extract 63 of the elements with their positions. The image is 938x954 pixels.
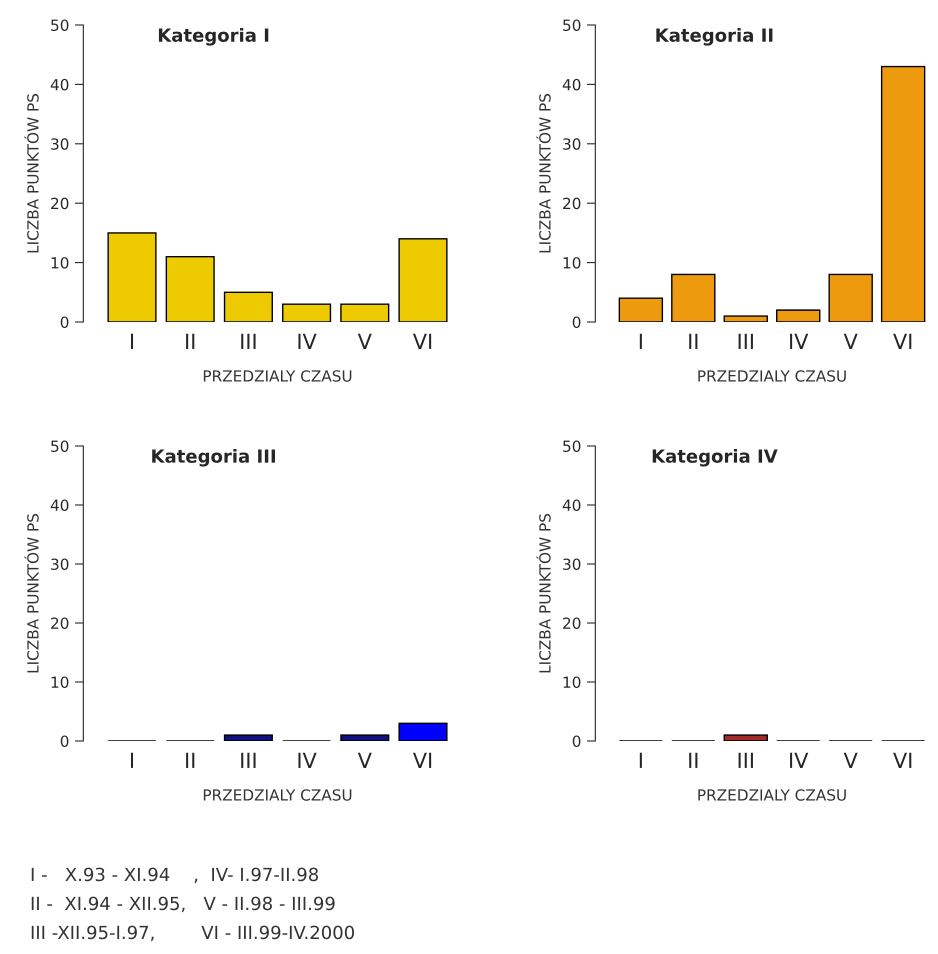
x-tick-label: III	[241, 752, 256, 768]
y-axis-title: LICZBA PUNKTÓW PS	[536, 514, 551, 672]
x-tick-label: VI	[893, 334, 912, 349]
x-axis-title: PRZEDZIALY CZASU	[698, 789, 846, 801]
y-tick-label: 50	[563, 440, 580, 452]
y-tick-label: 20	[563, 198, 580, 210]
x-tick-label: IV	[298, 752, 317, 768]
x-tick-label: II	[186, 752, 194, 768]
y-tick-label: 0	[572, 316, 580, 328]
x-tick-label: III	[738, 752, 753, 768]
y-tick-label: 0	[572, 735, 580, 748]
chart-title: Kategoria IV	[652, 448, 778, 467]
y-axis-title: LICZBA PUNKTÓW PS	[536, 94, 551, 252]
x-tick-label: III	[738, 334, 753, 349]
text: I - X.93 - XI.94 , IV- I.97-II.98	[32, 868, 318, 884]
x-tick-label: IV	[298, 334, 317, 349]
y-tick-label: 40	[562, 78, 580, 90]
x-tick-label: II	[689, 334, 698, 349]
x-tick-label: V	[358, 334, 372, 349]
y-tick-label: 50	[51, 19, 68, 32]
x-tick-label: III	[241, 334, 256, 349]
x-tick-label: I	[130, 334, 134, 349]
x-axis-title: PRZEDZIALY CZASU	[698, 370, 846, 382]
x-tick-label: VI	[412, 334, 432, 349]
y-tick-label: 10	[564, 257, 580, 269]
y-tick-label: 10	[52, 257, 68, 269]
x-tick-label: II	[186, 334, 194, 349]
x-tick-label: IV	[790, 334, 808, 349]
x-tick-label: I	[640, 334, 642, 349]
y-tick-label: 30	[563, 558, 580, 570]
x-tick-label: VI	[412, 752, 432, 768]
y-axis-title: LICZBA PUNKTÓW PS	[24, 94, 39, 252]
y-tick-label: 20	[51, 617, 68, 630]
y-tick-label: 40	[50, 499, 68, 512]
x-axis-title: PRZEDZIALY CZASU	[204, 370, 352, 382]
x-tick-label: V	[844, 752, 858, 768]
x-tick-label: V	[844, 334, 858, 349]
x-tick-label: VI	[893, 752, 912, 768]
y-tick-label: 20	[51, 198, 68, 210]
y-tick-label: 20	[563, 617, 580, 630]
y-tick-label: 50	[51, 440, 68, 452]
chart-title: Kategoria III	[152, 448, 275, 467]
y-axis-title: LICZBA PUNKTÓW PS	[24, 514, 39, 672]
x-tick-label: I	[640, 752, 642, 768]
y-tick-label: 30	[563, 138, 580, 150]
y-tick-label: 0	[60, 735, 68, 748]
x-axis-title: PRZEDZIALY CZASU	[204, 789, 352, 801]
chart-title: Kategoria I	[158, 28, 268, 46]
y-tick-label: 50	[563, 19, 580, 32]
y-tick-label: 0	[60, 316, 68, 328]
x-tick-label: V	[358, 752, 372, 768]
y-tick-label: 10	[52, 676, 68, 688]
text: II - XI.94 - XII.95, V - II.98 - III.99	[32, 896, 335, 912]
chart-title: Kategoria II	[656, 28, 772, 46]
y-tick-label: 30	[51, 558, 68, 570]
y-tick-label: 30	[51, 138, 68, 150]
y-tick-label: 40	[562, 499, 580, 512]
text: III -XII.95-I.97, VI - III.99-IV.2000	[32, 926, 354, 942]
x-tick-label: IV	[790, 752, 808, 768]
y-tick-label: 10	[564, 676, 580, 688]
x-tick-label: I	[130, 752, 134, 768]
y-tick-label: 40	[50, 78, 68, 90]
x-tick-label: II	[689, 752, 698, 768]
